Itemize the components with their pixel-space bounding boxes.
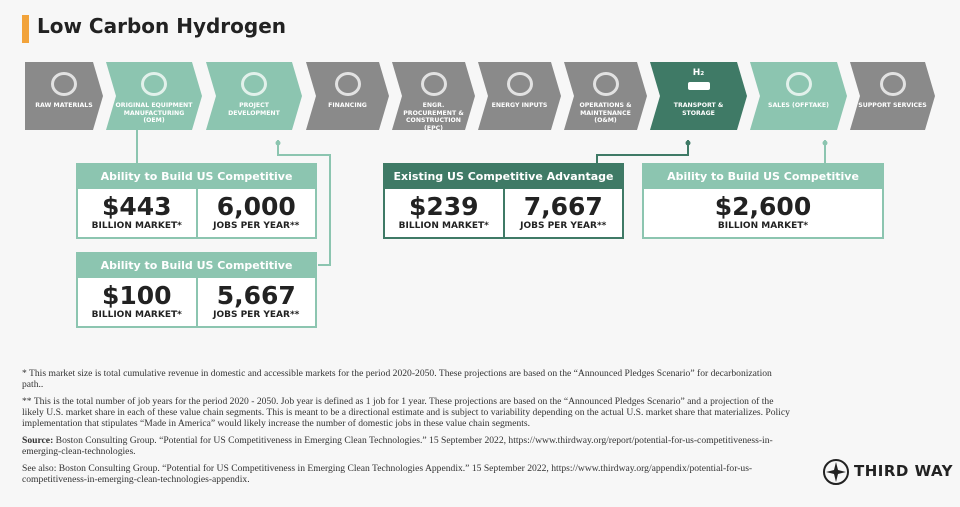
card-value: 7,667	[523, 192, 603, 221]
card-value: $239	[408, 192, 479, 221]
card-cells: $443 BILLION MARKET* 6,000 JOBS PER YEAR**	[78, 189, 315, 237]
step-label: RAW MATERIALS	[35, 102, 93, 109]
connector-dot	[822, 140, 828, 146]
step-icon: H₂	[686, 72, 712, 96]
card-unit: BILLION MARKET*	[91, 310, 182, 320]
step-label: ORIGINAL EQUIPMENT MANUFACTURING (OEM)	[115, 102, 193, 124]
step-icon	[880, 72, 906, 96]
note: * This market size is total cumulative r…	[22, 368, 772, 390]
card-value: $2,600	[714, 192, 812, 221]
chain-step: PROJECT DEVELOPMENT	[206, 62, 302, 130]
chain-step: SALES (OFFTAKE)	[750, 62, 847, 130]
note: ** This is the total number of job years…	[22, 396, 790, 429]
footnotes: * This market size is total cumulative r…	[22, 368, 792, 491]
card-cell: $100 BILLION MARKET*	[78, 278, 196, 326]
chain-step: ORIGINAL EQUIPMENT MANUFACTURING (OEM)	[106, 62, 202, 130]
card: Existing US Competitive Advantage $239 BIL…	[383, 163, 624, 239]
connector-dot	[685, 140, 691, 146]
card-value: $100	[101, 281, 172, 310]
title: Low Carbon Hydrogen	[37, 14, 287, 38]
card: Ability to Build US Competitive Advantag…	[76, 163, 317, 239]
card-cells: $100 BILLION MARKET* 5,667 JOBS PER YEAR**	[78, 278, 315, 326]
step-icon	[593, 72, 619, 96]
step-label: SUPPORT SERVICES	[858, 102, 927, 109]
card-header: Existing US Competitive Advantage	[385, 165, 622, 189]
step-icon	[507, 72, 533, 96]
card: Ability to Build US Competitive Advantag…	[76, 252, 317, 328]
title-accent	[22, 15, 29, 43]
chain-step: OPERATIONS & MAINTENANCE (O&M)	[564, 62, 647, 130]
connectors	[136, 130, 828, 266]
step-icon	[241, 72, 267, 96]
card-cell: $239 BILLION MARKET*	[385, 189, 503, 237]
card: Ability to Build US Competitive Advantag…	[642, 163, 884, 239]
connector	[277, 140, 331, 266]
chain-step: FINANCING	[306, 62, 389, 130]
card-cells: $2,600 BILLION MARKET*	[644, 189, 882, 237]
step-icon	[141, 72, 167, 96]
step-label: TRANSPORT & STORAGE	[673, 102, 724, 117]
source-text: Boston Consulting Group. “Potential for …	[22, 435, 773, 457]
card-cell: 5,667 JOBS PER YEAR**	[195, 278, 316, 326]
card-value: 6,000	[216, 192, 296, 221]
step-icon	[51, 72, 77, 96]
source: Source: Boston Consulting Group. “Potent…	[22, 435, 792, 457]
card-value: $443	[101, 192, 172, 221]
connector-dot	[275, 140, 281, 146]
card-cell: $443 BILLION MARKET*	[78, 189, 196, 237]
step-label: SALES (OFFTAKE)	[768, 102, 829, 109]
step-icon-text: H₂	[692, 68, 705, 78]
step-icon-shape	[688, 82, 710, 90]
step-label: OPERATIONS & MAINTENANCE (O&M)	[579, 102, 632, 124]
chain-step: SUPPORT SERVICES	[850, 62, 935, 130]
chain-step: H₂ TRANSPORT & STORAGE	[650, 62, 747, 130]
card-header: Ability to Build US Competitive Advantag…	[78, 165, 315, 207]
card-cell: 6,000 JOBS PER YEAR**	[195, 189, 316, 237]
logo-text: THIRD WAY	[854, 462, 953, 480]
card-unit: JOBS PER YEAR**	[213, 221, 300, 231]
card-header: Ability to Build US Competitive Advantag…	[644, 165, 882, 207]
step-label: ENERGY INPUTS	[491, 102, 548, 109]
chain-step: ENGR. PROCUREMENT & CONSTRUCTION (EPC)	[392, 62, 475, 130]
card-unit: JOBS PER YEAR**	[520, 221, 607, 231]
see-also: See also: Boston Consulting Group. “Pote…	[22, 463, 753, 485]
connector	[596, 140, 689, 163]
card-unit: BILLION MARKET*	[91, 221, 182, 231]
card-header: Ability to Build US Competitive Advantag…	[78, 254, 315, 296]
card-cell: 7,667 JOBS PER YEAR**	[502, 189, 623, 237]
card-unit: JOBS PER YEAR**	[213, 310, 300, 320]
card-cells: $239 BILLION MARKET* 7,667 JOBS PER YEAR**	[385, 189, 622, 237]
card-unit: BILLION MARKET*	[717, 221, 809, 231]
logo-icon	[823, 459, 849, 485]
step-icon	[786, 72, 812, 96]
card-value: 5,667	[216, 281, 296, 310]
step-icon	[335, 72, 361, 96]
step-label: FINANCING	[328, 102, 367, 109]
source-label: Source:	[22, 435, 54, 446]
step-icon	[421, 72, 447, 96]
chain-step: RAW MATERIALS	[25, 62, 103, 130]
chain-step: ENERGY INPUTS	[478, 62, 561, 130]
card-cell: $2,600 BILLION MARKET*	[644, 189, 882, 237]
card-unit: BILLION MARKET*	[398, 221, 489, 231]
step-label: PROJECT DEVELOPMENT	[228, 102, 280, 117]
step-label: ENGR. PROCUREMENT & CONSTRUCTION (EPC)	[403, 102, 464, 132]
